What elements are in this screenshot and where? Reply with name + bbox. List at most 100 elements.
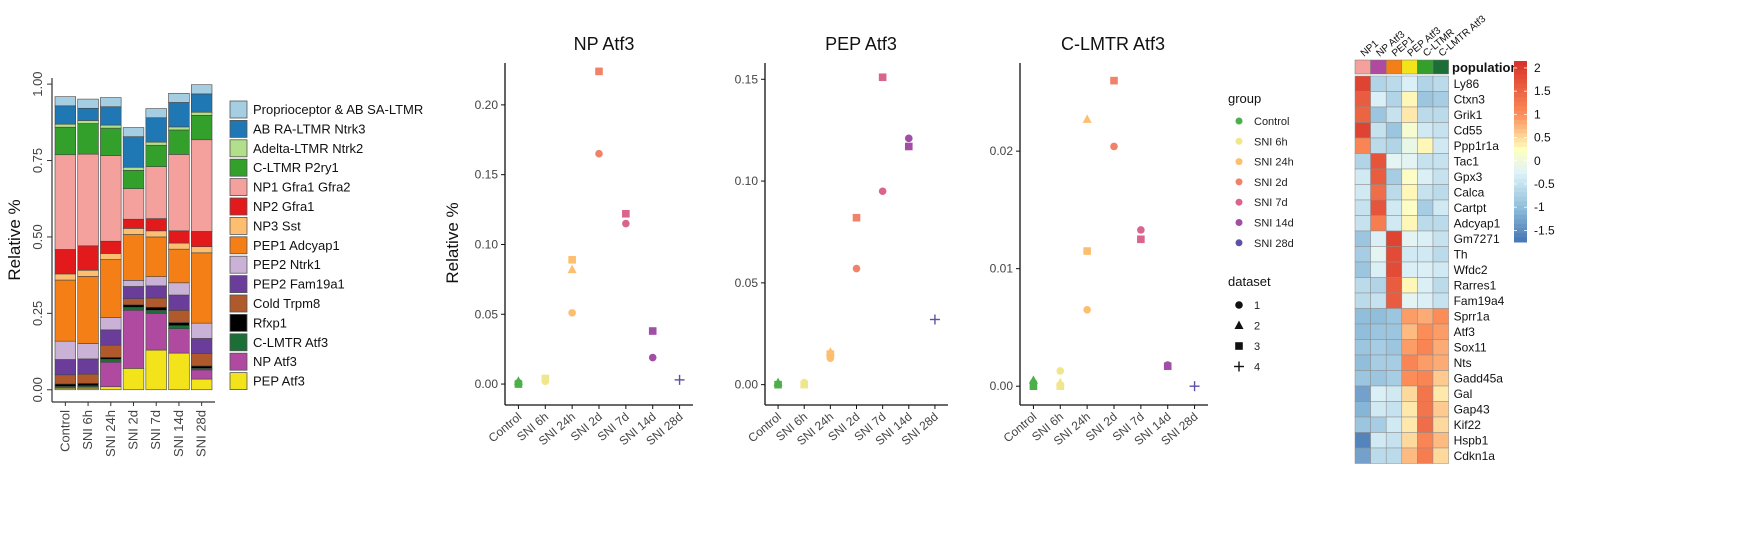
legend-label: NP Atf3 (253, 354, 297, 369)
heatmap-cell (1354, 447, 1371, 464)
heatmap-cell (1370, 339, 1387, 356)
heatmap-cell (1385, 292, 1403, 309)
bar-segment (77, 153, 99, 247)
heatmap-cell (1370, 447, 1387, 464)
scale-segment (1514, 178, 1527, 184)
heatmap-cell (1432, 354, 1449, 371)
heatmap-cell (1354, 184, 1371, 201)
legend-swatch (229, 120, 248, 138)
heatmap-cell (1401, 246, 1418, 263)
data-point (1082, 114, 1092, 123)
heatmap-cell (1432, 416, 1449, 433)
bar-segment (77, 373, 99, 384)
legend-label: C-LMTR Atf3 (253, 335, 328, 350)
x-tick-label: SNI 24h (103, 410, 118, 457)
legend-swatch (229, 178, 248, 197)
heatmap-cell (1354, 106, 1371, 123)
scale-segment (1514, 61, 1527, 67)
bar-segment (190, 365, 213, 369)
bar-segment (168, 310, 190, 323)
heatmap-cell (1417, 246, 1434, 263)
annotation-cell (1385, 59, 1403, 75)
y-tick-label: 0.10 (475, 237, 499, 251)
heatmap-cell (1370, 137, 1387, 154)
bar-segment (100, 361, 122, 388)
heatmap-cell (1385, 447, 1403, 464)
bar-segment (145, 285, 167, 299)
heatmap-cell (1370, 385, 1387, 402)
heatmap-cell (1432, 184, 1449, 201)
heatmap-cell (1417, 401, 1434, 418)
scale-tick-label: 1 (1534, 107, 1541, 121)
data-point (1234, 320, 1244, 329)
bar-segment (168, 230, 190, 244)
scale-segment (1514, 88, 1527, 94)
heatmap-cell (1417, 230, 1434, 247)
heatmap-cell (1401, 91, 1418, 108)
bar-segment (145, 230, 167, 238)
scale-segment (1514, 83, 1527, 89)
heatmap-cell (1417, 215, 1434, 232)
bar-segment (100, 317, 122, 331)
heatmap-cell (1401, 354, 1418, 371)
bar-segment (122, 304, 145, 308)
bar-segment (54, 105, 77, 125)
scale-tick-label: 0 (1534, 154, 1541, 168)
data-point (1137, 226, 1145, 234)
bar-segment (145, 166, 167, 219)
heatmap-cell (1417, 370, 1434, 387)
scale-segment (1514, 214, 1527, 220)
heatmap-cell (1417, 385, 1434, 402)
data-point (1056, 367, 1065, 375)
heatmap-cell (1354, 432, 1371, 449)
bar-segment (122, 170, 145, 189)
legend-label: PEP2 Fam19a1 (253, 277, 345, 292)
legend-label: NP3 Sst (253, 218, 301, 233)
bar-segment (168, 154, 190, 232)
heatmap-cell (1401, 308, 1418, 325)
bar-segment (145, 144, 167, 167)
heatmap-cell (1370, 292, 1387, 309)
heatmap-cell (1432, 168, 1449, 185)
y-tick-label: 0.00 (735, 378, 759, 392)
heatmap-cell (1401, 292, 1418, 309)
legend-label: C-LTMR P2ry1 (253, 160, 339, 175)
heatmap-cell (1432, 199, 1449, 216)
scale-segment (1514, 137, 1527, 143)
legend-swatch (229, 294, 248, 313)
x-tick-label: SNI 7d (148, 410, 163, 450)
bar-segment (145, 306, 167, 311)
bar-segment (54, 96, 77, 107)
data-point (648, 327, 657, 335)
scale-segment (1514, 174, 1527, 180)
row-label: Kif22 (1454, 418, 1482, 432)
x-tick-label: SNI 6h (80, 410, 95, 450)
legend-swatch (229, 313, 248, 332)
legend-label: 3 (1254, 341, 1260, 353)
legend-marker (1235, 239, 1243, 247)
data-point (878, 187, 887, 196)
heatmap-cell (1432, 277, 1449, 294)
heatmap-cell (1432, 106, 1449, 123)
legend-label: Adelta-LTMR Ntrk2 (253, 141, 363, 156)
heatmap-cell (1354, 261, 1371, 278)
heatmap-cell (1385, 432, 1403, 449)
heatmap-cell (1385, 215, 1403, 232)
data-point (648, 353, 657, 362)
row-label: Cdkn1a (1454, 449, 1496, 463)
heatmap-cell (1385, 106, 1403, 123)
legend-label: SNI 2d (1254, 177, 1288, 189)
y-tick-label: 1.00 (30, 71, 45, 96)
heatmap-cell (1354, 215, 1371, 232)
bar-segment (77, 358, 99, 375)
heatmap-cell (1417, 106, 1434, 123)
data-point (878, 73, 887, 82)
data-point (1235, 301, 1243, 309)
scale-segment (1514, 79, 1527, 85)
legend-label: Cold Trpm8 (253, 296, 320, 311)
bar-segment (54, 279, 77, 342)
heatmap-cell (1354, 308, 1371, 325)
